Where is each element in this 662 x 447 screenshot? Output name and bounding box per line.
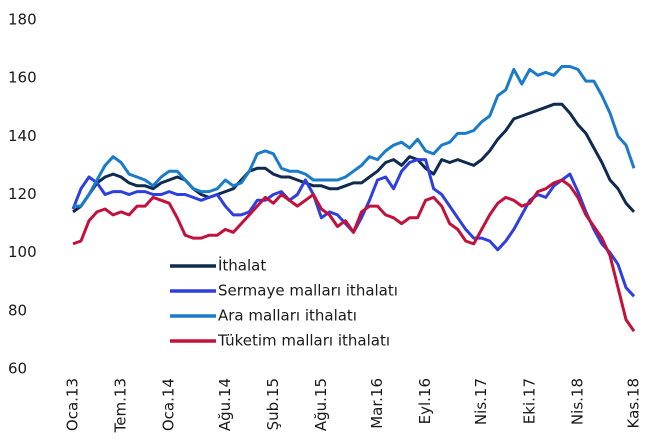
- x-tick-label: Kas.18: [625, 378, 643, 428]
- y-tick-label: 160: [8, 69, 37, 87]
- x-tick-label: Ağu.14: [216, 378, 234, 431]
- y-tick-label: 100: [8, 243, 37, 261]
- y-tick-label: 60: [8, 360, 27, 378]
- y-tick-label: 180: [8, 11, 37, 29]
- x-tick-label: Oca.13: [64, 378, 82, 431]
- legend-label: Tüketim malları ithalatı: [217, 332, 390, 350]
- x-tick-label: Nis.17: [472, 378, 490, 425]
- legend-label: İthalat: [218, 256, 266, 275]
- y-tick-label: 80: [8, 301, 27, 319]
- legend-label: Ara malları ithalatı: [218, 307, 357, 325]
- y-tick-label: 120: [8, 185, 37, 203]
- series-line: [72, 178, 636, 333]
- x-tick-label: Nis.18: [568, 378, 586, 425]
- x-tick-label: Eki.17: [520, 378, 538, 424]
- x-tick-label: Mar.16: [368, 378, 386, 429]
- x-tick-label: Ağu.15: [312, 378, 330, 431]
- x-tick-label: Oca.14: [160, 378, 178, 431]
- x-tick-label: Eyl.16: [416, 378, 434, 424]
- legend-label: Sermaye malları ithalatı: [218, 282, 398, 300]
- series-line: [72, 102, 636, 214]
- series-line: [73, 65, 636, 208]
- y-tick-label: 140: [8, 127, 37, 145]
- x-tick-label: Tem.13: [112, 378, 130, 433]
- x-tick-label: Şub.15: [264, 378, 282, 430]
